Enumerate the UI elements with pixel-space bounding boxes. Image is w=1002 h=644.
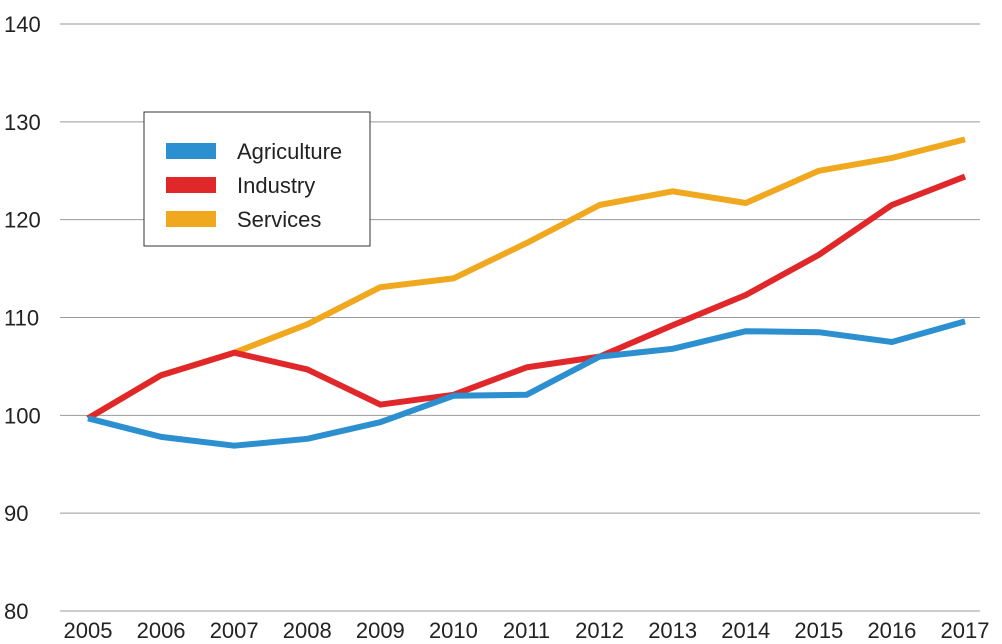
y-tick-label-110: 110: [4, 306, 39, 331]
x-tick-label-2014: 2014: [721, 618, 770, 643]
y-tick-label-130: 130: [4, 110, 41, 135]
legend-label-services: Services: [237, 207, 321, 232]
x-axis-tick-labels: 2005 2006 2007 2008 2009 2010 2011 2012 2013 2014…: [64, 618, 990, 643]
legend-item-industry: Industry: [166, 173, 315, 198]
y-tick-label-90: 90: [4, 501, 28, 526]
y-tick-label-140: 140: [4, 12, 41, 37]
y-tick-label-80: 80: [4, 599, 28, 624]
series-line-agriculture: [87, 318, 966, 449]
x-tick-label-2009: 2009: [356, 618, 405, 643]
legend-label-industry: Industry: [237, 173, 315, 198]
series-line-industry: [86, 173, 967, 421]
legend-swatch-agriculture: [166, 143, 216, 159]
x-tick-label-2007: 2007: [210, 618, 259, 643]
x-tick-label-2008: 2008: [283, 618, 332, 643]
y-tick-label-120: 120: [4, 208, 41, 233]
x-tick-label-2016: 2016: [867, 618, 916, 643]
x-tick-label-2013: 2013: [648, 618, 697, 643]
legend: Agriculture Industry Services: [143, 111, 371, 247]
series-lines: [86, 136, 967, 449]
x-tick-label-2010: 2010: [429, 618, 478, 643]
x-tick-label-2005: 2005: [64, 618, 113, 643]
x-tick-label-2012: 2012: [575, 618, 624, 643]
x-tick-label-2017: 2017: [941, 618, 990, 643]
x-tick-label-2006: 2006: [137, 618, 186, 643]
y-axis-tick-labels: 80 90 100 110 120 130 140: [4, 12, 41, 624]
legend-swatch-industry: [166, 177, 216, 193]
legend-swatch-services: [166, 211, 216, 227]
x-tick-label-2015: 2015: [794, 618, 843, 643]
x-tick-label-2011: 2011: [503, 618, 550, 643]
legend-label-agriculture: Agriculture: [237, 139, 342, 164]
y-tick-label-100: 100: [4, 403, 41, 428]
legend-item-agriculture: Agriculture: [166, 139, 342, 164]
legend-item-services: Services: [166, 207, 321, 232]
